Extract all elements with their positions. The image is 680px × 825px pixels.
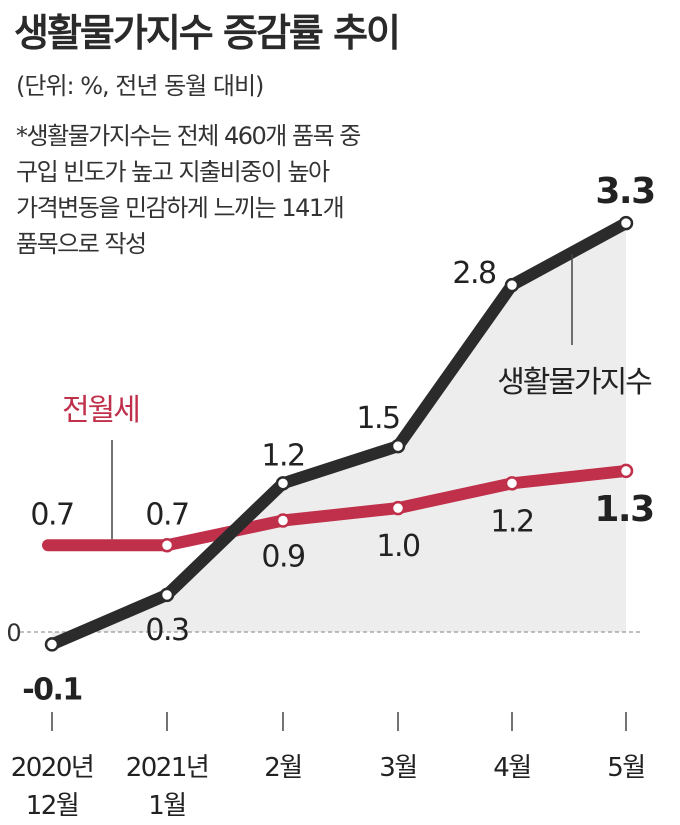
living-index-value-label: 0.3 <box>145 613 188 648</box>
jeonwolse-point <box>504 476 520 491</box>
jeonwolse-point <box>618 463 634 479</box>
jeonwolse-series-label: 전월세 <box>62 393 139 428</box>
footnote-line: 품목으로 작성 <box>16 230 147 258</box>
x-tick-label: 3월 <box>379 753 416 783</box>
living-index-value-label: -0.1 <box>22 672 82 707</box>
zero-tick-label: 0 <box>6 619 21 647</box>
unit-note: (단위: %, 전년 동월 대비) <box>16 72 264 100</box>
living-index-series-label: 생활물가지수 <box>497 365 651 400</box>
living-index-value-label: 2.8 <box>452 256 496 291</box>
jeonwolse-value-label: 0.7 <box>145 497 188 532</box>
jeonwolse-value-label: 1.3 <box>594 489 653 530</box>
living-index-point <box>618 215 634 231</box>
footnote-line: 가격변동을 민감하게 느끼는 141개 <box>16 194 345 222</box>
x-tick-label: 1월 <box>148 791 185 821</box>
footnote-line: 구입 빈도가 높고 지출비중이 높아 <box>16 158 330 186</box>
footnote-line: *생활물가지수는 전체 460개 품목 중 <box>16 122 361 150</box>
jeonwolse-value-label: 0.9 <box>261 539 304 574</box>
living-index-value-label: 1.2 <box>261 438 304 473</box>
page-title: 생활물가지수 증감률 추이 <box>14 11 401 55</box>
jeonwolse-point <box>275 513 291 528</box>
living-index-value-label: 3.3 <box>595 171 654 212</box>
living-index-point <box>44 637 60 652</box>
x-tick-label: 12월 <box>26 791 79 821</box>
jeonwolse-point <box>159 538 175 553</box>
jeonwolse-value-label: 1.0 <box>376 529 420 564</box>
living-index-point <box>159 587 175 603</box>
living-index-point <box>275 476 291 491</box>
living-index-point <box>504 277 520 293</box>
living-index-value-label: 1.5 <box>356 401 399 436</box>
x-tick-label: 2월 <box>264 753 301 783</box>
living-index-point <box>390 438 406 454</box>
footnote: *생활물가지수는 전체 460개 품목 중 구입 빈도가 높고 지출비중이 높아… <box>16 118 486 262</box>
jeonwolse-point <box>390 500 406 516</box>
living-index-line <box>46 217 632 651</box>
x-tick-label: 2021년 <box>126 753 209 783</box>
jeonwolse-value-label: 1.2 <box>490 504 533 539</box>
x-tick-label: 2020년 <box>11 753 94 783</box>
area-fill <box>52 223 626 645</box>
x-tick-label: 4월 <box>493 753 530 783</box>
jeonwolse-value-label: 0.7 <box>30 497 73 532</box>
x-tick-label: 5월 <box>607 753 644 783</box>
